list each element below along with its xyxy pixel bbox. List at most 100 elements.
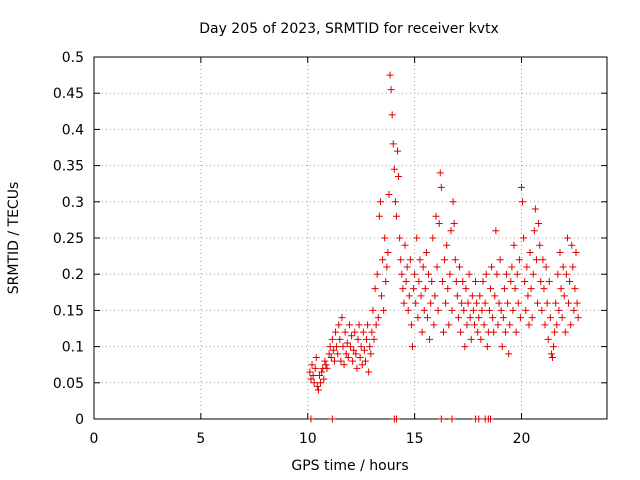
data-point (368, 328, 376, 336)
data-point (452, 277, 460, 285)
data-point (370, 335, 378, 343)
data-point (509, 306, 517, 314)
data-point (428, 277, 436, 285)
data-point (562, 270, 570, 278)
data-point (429, 234, 437, 242)
data-point (456, 263, 464, 271)
data-point (557, 285, 565, 293)
data-point (327, 353, 335, 361)
data-point (314, 386, 322, 394)
data-point (485, 306, 493, 314)
data-point (349, 357, 357, 365)
data-point (405, 292, 413, 300)
data-point (546, 314, 554, 322)
data-point (361, 357, 369, 365)
x-axis-label: GPS time / hours (291, 458, 408, 474)
data-point (392, 415, 400, 423)
data-point (395, 172, 403, 180)
data-point (565, 299, 573, 307)
data-point (504, 299, 512, 307)
data-point (442, 299, 450, 307)
data-point (462, 285, 470, 293)
data-point (448, 415, 456, 423)
data-point (382, 277, 390, 285)
data-point (469, 306, 477, 314)
data-point (532, 256, 540, 264)
data-point (417, 292, 425, 300)
data-point (459, 277, 467, 285)
data-point (512, 328, 520, 336)
data-point (570, 306, 578, 314)
data-point (521, 277, 529, 285)
data-point (568, 241, 576, 249)
x-tick-label: 20 (513, 431, 531, 447)
data-point (441, 256, 449, 264)
data-point (439, 328, 447, 336)
data-point (483, 343, 491, 351)
data-point (353, 364, 361, 372)
data-point (572, 248, 580, 256)
data-point (400, 299, 408, 307)
data-point (447, 227, 455, 235)
data-point (360, 346, 368, 354)
data-point (476, 292, 484, 300)
data-point (487, 285, 495, 293)
data-point (465, 270, 473, 278)
data-point (567, 321, 575, 329)
data-point (320, 375, 328, 383)
data-point (328, 335, 336, 343)
data-point (479, 277, 487, 285)
data-point (507, 277, 515, 285)
data-point (505, 350, 513, 358)
data-point (344, 353, 352, 361)
data-point (458, 299, 466, 307)
data-point (470, 321, 478, 329)
data-point (307, 375, 315, 383)
data-point (366, 343, 374, 351)
data-point (399, 285, 407, 293)
data-point (437, 415, 445, 423)
data-point (431, 292, 439, 300)
y-tick-label: 0.05 (53, 376, 84, 392)
data-point (316, 372, 324, 380)
data-point (566, 277, 574, 285)
data-point (355, 321, 363, 329)
data-point (559, 263, 567, 271)
data-point (560, 292, 568, 300)
data-point (573, 299, 581, 307)
data-point (495, 299, 503, 307)
data-point (343, 339, 351, 347)
y-tick-label: 0.2 (62, 267, 84, 283)
data-point (435, 220, 443, 228)
data-point (394, 147, 402, 155)
data-point (341, 328, 349, 336)
data-point (386, 71, 394, 79)
data-point (433, 263, 441, 271)
data-point (414, 314, 422, 322)
data-point (416, 256, 424, 264)
data-point (511, 285, 519, 293)
data-point (352, 350, 360, 358)
data-point (408, 343, 416, 351)
data-point (446, 270, 454, 278)
data-point (537, 277, 545, 285)
data-point (369, 306, 377, 314)
data-point (348, 332, 356, 340)
data-point (334, 350, 342, 358)
data-point (308, 361, 316, 369)
data-point (496, 256, 504, 264)
data-point (385, 191, 393, 199)
data-point (453, 292, 461, 300)
data-point (493, 270, 501, 278)
data-point (520, 234, 528, 242)
data-point (307, 415, 315, 423)
data-point (526, 248, 534, 256)
data-point (487, 415, 495, 423)
y-axis-label: SRMTID / TECUs (6, 182, 22, 295)
data-point (359, 328, 367, 336)
data-point (309, 372, 317, 380)
data-point (508, 263, 516, 271)
data-point (478, 306, 486, 314)
data-point (354, 335, 362, 343)
